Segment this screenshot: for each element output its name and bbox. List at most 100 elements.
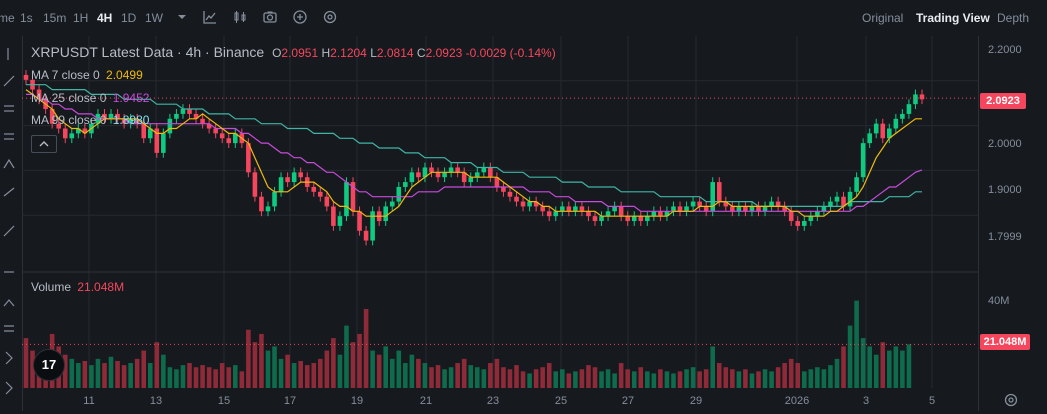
volume-bar [337, 354, 343, 388]
candle-style-icon[interactable] [232, 9, 248, 25]
candle-body [474, 172, 480, 178]
candle-body [252, 172, 258, 197]
interval-1w[interactable]: 1W [145, 11, 163, 25]
view-trading-view[interactable]: Trading View [916, 11, 990, 25]
tradingview-logo[interactable]: 17 [33, 349, 65, 381]
volume-bar [265, 350, 271, 388]
volume-bar [664, 371, 670, 388]
candle-body [23, 74, 29, 80]
volume-bar [219, 363, 225, 388]
candle-body [161, 133, 166, 153]
interval-time[interactable]: me [0, 11, 15, 25]
price-axis[interactable] [978, 36, 1047, 411]
volume-bar [147, 363, 153, 388]
volume-bar [501, 367, 506, 388]
candle-body [553, 211, 559, 217]
volume-bar [429, 367, 434, 388]
candle-body [821, 206, 827, 212]
volume-bar [396, 350, 402, 388]
volume-bar [272, 346, 277, 388]
volume-tick: 40M [988, 295, 1010, 307]
volume-bar [409, 354, 415, 388]
candle-body [834, 196, 840, 202]
chart-toolbar: me 1s 15m 1H 4H 1D 1W Original Trading V… [0, 0, 1047, 36]
candle-body [193, 113, 199, 119]
candle-body [847, 191, 853, 207]
time-tick: 15 [217, 395, 231, 407]
candle-body [723, 201, 729, 207]
volume-bar [494, 358, 500, 388]
candle-body [461, 172, 467, 183]
volume-bar [893, 346, 899, 388]
volume-bar [259, 333, 264, 388]
candle-body [900, 113, 905, 119]
interval-15m[interactable]: 15m [43, 11, 67, 25]
candle-body [638, 216, 644, 222]
chart-settings-icon[interactable] [1003, 392, 1019, 408]
candle-body [331, 206, 336, 226]
interval-1h[interactable]: 1H [73, 11, 89, 25]
volume-bar [318, 358, 323, 388]
high-label: H [321, 46, 331, 60]
time-tick: 3 [862, 395, 870, 407]
symbol-title: XRPUSDT Latest Data · 4h · Binance [31, 44, 265, 60]
settings-gear-icon[interactable] [322, 9, 338, 25]
volume-bar [638, 367, 644, 388]
volume-bar [769, 371, 774, 388]
interval-1s[interactable]: 1s [20, 11, 33, 25]
candle-body [612, 206, 617, 212]
candle-body [62, 128, 68, 139]
candle-body [36, 89, 42, 100]
volume-bar [363, 308, 369, 388]
volume-bar [592, 367, 598, 388]
volume-bar [350, 342, 356, 388]
volume-bar [154, 342, 160, 388]
volume-bar [252, 342, 258, 388]
volume-bar [684, 369, 689, 388]
volume-bar [134, 358, 140, 388]
open-value: 2.0951 [281, 46, 319, 60]
add-plus-icon[interactable] [292, 9, 308, 25]
candle-body [801, 221, 807, 226]
volume-bar [213, 369, 218, 388]
chevron-down-icon[interactable] [174, 9, 190, 25]
candle-body [605, 211, 611, 217]
drawing-tools-icons[interactable] [0, 36, 22, 411]
candle-body [416, 172, 421, 178]
legend-collapse-button[interactable] [31, 135, 57, 153]
volume-bar [867, 346, 872, 388]
ma99-value: 1.8980 [112, 113, 150, 127]
candle-body [69, 133, 75, 139]
volume-bar [128, 363, 133, 388]
candle-body [174, 113, 179, 119]
candle-body [788, 211, 794, 222]
view-original[interactable]: Original [862, 11, 904, 25]
interval-1d[interactable]: 1D [121, 11, 137, 25]
volume-value: 21.048M [77, 280, 125, 294]
interval-4h[interactable]: 4H [97, 11, 113, 25]
candle-body [586, 211, 591, 217]
time-tick: 5 [928, 395, 936, 407]
price-chart[interactable] [22, 36, 978, 411]
volume-bar [95, 358, 101, 388]
view-depth[interactable]: Depth [997, 11, 1030, 25]
open-label: O [272, 46, 282, 60]
candle-body [455, 167, 460, 173]
volume-bar [880, 342, 886, 388]
time-tick: 13 [149, 395, 163, 407]
candle-body [494, 177, 500, 187]
candle-body [435, 172, 441, 178]
candle-body [507, 191, 513, 197]
volume-bar [854, 300, 859, 388]
indicator-icon[interactable] [202, 9, 218, 25]
camera-icon[interactable] [262, 9, 278, 25]
volume-bar [553, 371, 559, 388]
volume-bar [762, 369, 768, 388]
time-tick: 23 [486, 395, 500, 407]
candle-body [514, 196, 519, 202]
time-tick: 11 [83, 395, 95, 407]
volume-bar [206, 367, 212, 388]
volume-bar [533, 369, 539, 388]
candle-body [147, 128, 153, 139]
candle-body [560, 206, 565, 212]
